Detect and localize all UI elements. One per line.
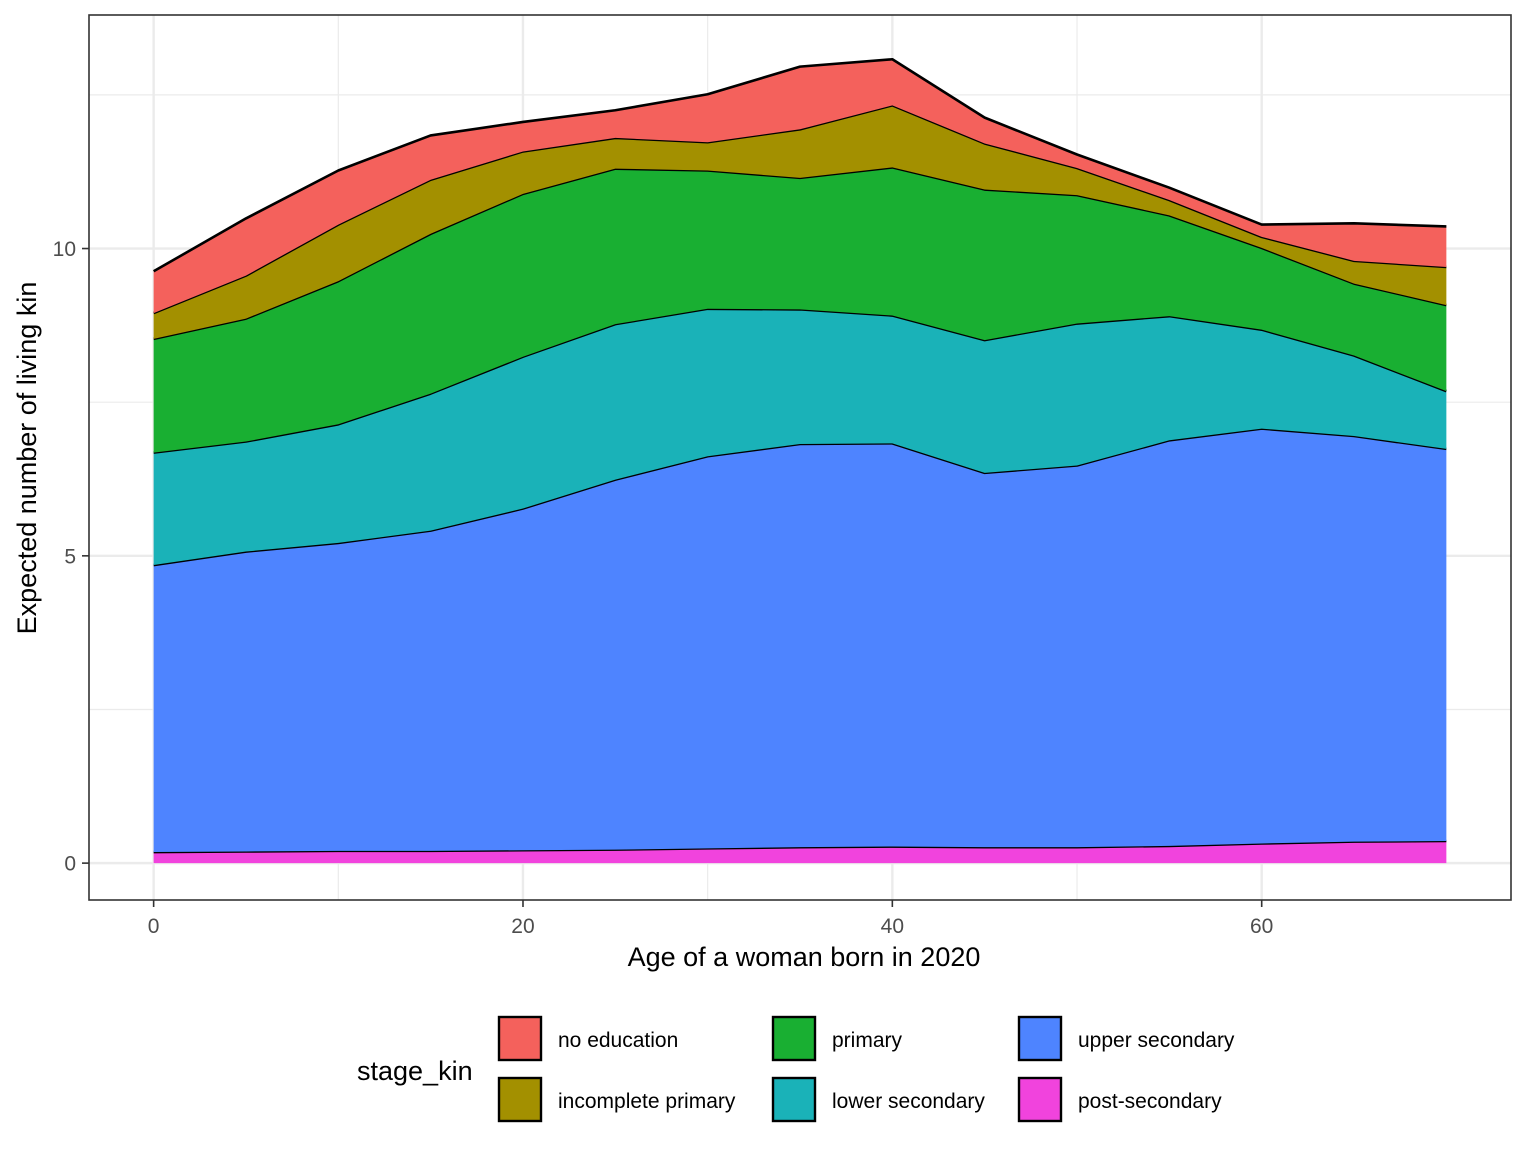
- y-tick-label: 10: [53, 238, 76, 261]
- legend-swatch: [497, 1015, 543, 1062]
- legend-label: primary: [832, 1029, 903, 1052]
- x-tick-label: 20: [511, 915, 534, 938]
- y-tick-label: 5: [64, 545, 76, 568]
- area-primary: [153, 167, 1447, 453]
- x-tick-label: 40: [881, 915, 904, 938]
- area-post-secondary: [153, 841, 1447, 864]
- legend-item-primary: primary: [771, 1015, 903, 1062]
- area-no-education: [153, 59, 1447, 314]
- x-tick-label: 0: [148, 915, 160, 938]
- legend-item-lower-secondary: lower secondary: [771, 1076, 985, 1123]
- area-series-group: [152, 57, 1447, 864]
- area-lower-secondary: [153, 308, 1447, 566]
- legend-swatch: [771, 1015, 817, 1062]
- plot-panel-frame: [88, 14, 1512, 901]
- x-axis-title: Age of a woman born in 2020: [628, 942, 981, 972]
- legend-swatch: [497, 1076, 543, 1123]
- panel-border: [88, 14, 1512, 901]
- legend-swatch: [1017, 1076, 1063, 1123]
- area-outline-no-education: [152, 57, 1447, 273]
- axes: 0 20 40 60 0 5 10: [53, 238, 1274, 938]
- legend-label: incomplete primary: [558, 1090, 736, 1113]
- legend-item-upper-secondary: upper secondary: [1017, 1015, 1235, 1062]
- legend-swatch: [1017, 1015, 1063, 1062]
- area-upper-secondary: [153, 428, 1447, 853]
- legend-label: post-secondary: [1078, 1090, 1222, 1113]
- y-tick-label: 0: [64, 853, 76, 876]
- y-axis-title: Expected number of living kin: [12, 282, 42, 635]
- legend-label: no education: [558, 1029, 678, 1052]
- legend-title: stage_kin: [357, 1056, 473, 1086]
- x-tick-label: 60: [1250, 915, 1273, 938]
- legend-label: upper secondary: [1078, 1029, 1235, 1052]
- area-incomplete-primary: [153, 105, 1447, 339]
- legend: stage_kin no education incomplete primary…: [357, 1015, 1235, 1123]
- legend-item-post-secondary: post-secondary: [1017, 1076, 1222, 1123]
- legend-item-incomplete-primary: incomplete primary: [497, 1076, 736, 1123]
- legend-item-no-education: no education: [497, 1015, 678, 1062]
- legend-swatch: [771, 1076, 817, 1123]
- legend-label: lower secondary: [832, 1090, 985, 1113]
